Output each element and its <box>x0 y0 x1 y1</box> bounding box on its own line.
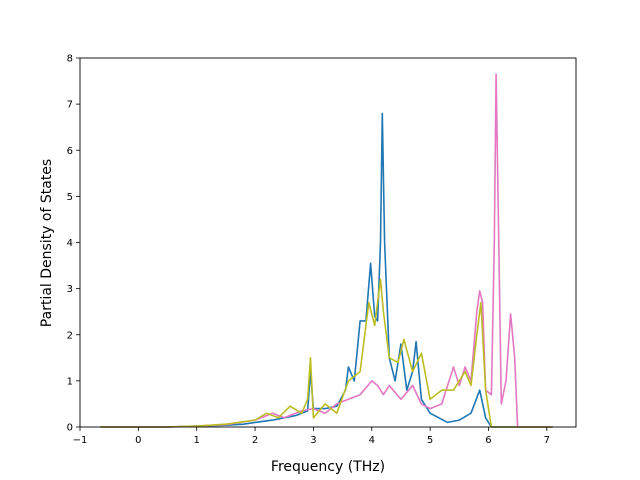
y-tick-label: 4 <box>67 238 73 249</box>
x-tick-label: −1 <box>73 435 88 446</box>
x-tick-label: 4 <box>369 435 375 446</box>
x-tick-label: 6 <box>485 435 491 446</box>
y-axis-label: Partial Density of States <box>39 159 55 327</box>
y-tick-label: 5 <box>67 192 73 203</box>
y-tick-label: 2 <box>67 330 73 341</box>
x-tick-label: 1 <box>194 435 200 446</box>
x-tick-label: 7 <box>544 435 550 446</box>
x-tick-label: 3 <box>310 435 316 446</box>
y-tick-label: 8 <box>67 54 73 65</box>
x-tick-label: 0 <box>135 435 141 446</box>
x-tick-label: 2 <box>252 435 258 446</box>
y-tick-label: 6 <box>67 146 73 157</box>
x-tick-label: 5 <box>427 435 433 446</box>
series-line-3 <box>100 278 553 428</box>
x-axis: −1 0 1 2 3 4 5 6 7 <box>73 427 550 446</box>
y-tick-label: 0 <box>67 423 73 434</box>
y-tick-label: 1 <box>67 376 73 387</box>
series-line-1 <box>100 112 553 428</box>
x-axis-label: Frequency (THz) <box>271 459 385 475</box>
y-tick-label: 3 <box>67 284 73 295</box>
series-layer <box>100 73 553 428</box>
y-tick-label: 7 <box>67 100 73 111</box>
y-axis: 0 1 2 3 4 5 6 7 8 <box>67 54 80 434</box>
plot-frame <box>79 57 577 428</box>
